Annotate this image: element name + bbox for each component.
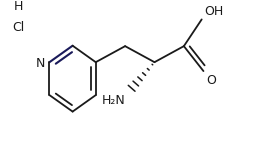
Text: O: O: [206, 74, 216, 87]
Text: OH: OH: [204, 5, 224, 18]
Text: Cl: Cl: [12, 21, 24, 33]
Text: N: N: [36, 57, 45, 70]
Text: H₂N: H₂N: [101, 94, 125, 107]
Text: H: H: [13, 0, 23, 13]
